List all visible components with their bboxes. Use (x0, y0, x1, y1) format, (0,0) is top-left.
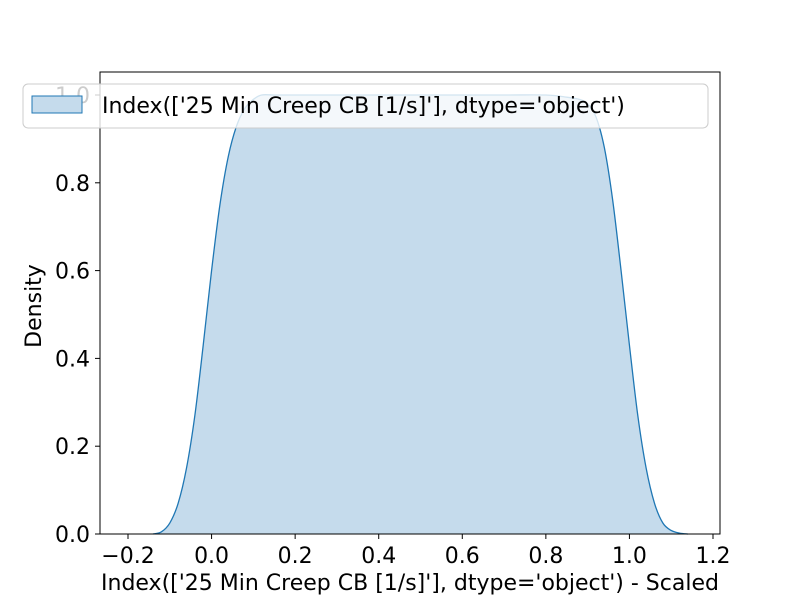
y-axis-label: Density (22, 264, 47, 348)
x-tick-label: 0.8 (528, 544, 563, 569)
legend-label: Index(['25 Min Creep CB [1/s]'], dtype='… (102, 94, 625, 119)
x-tick-label: 0.0 (194, 544, 229, 569)
legend-swatch (31, 95, 83, 114)
y-tick-label: 0.2 (55, 435, 90, 460)
y-tick-label: 0.4 (55, 347, 90, 372)
x-tick-label: 1.2 (696, 544, 731, 569)
axes-frame (99, 71, 721, 535)
plot-area (99, 71, 721, 535)
legend-box (22, 83, 709, 129)
x-tick-label: 1.0 (612, 544, 647, 569)
density-area-fill (153, 94, 688, 535)
x-axis: −0.2 0.0 0.2 0.4 0.6 0.8 1.0 1.2 (101, 534, 731, 569)
y-tick-label: 0.6 (55, 260, 90, 285)
x-tick-label: 0.6 (445, 544, 480, 569)
y-tick-label: 0.8 (55, 172, 90, 197)
x-tick-label: 0.2 (278, 544, 313, 569)
y-axis: 0.00.20.40.60.81.0 (55, 84, 100, 548)
y-tick-label: 0.0 (55, 523, 90, 548)
x-tick-label: 0.4 (361, 544, 396, 569)
x-axis-label: Index(['25 Min Creep CB [1/s]'], dtype='… (101, 571, 719, 596)
legend: Index(['25 Min Creep CB [1/s]'], dtype='… (22, 83, 709, 129)
x-tick-label: −0.2 (101, 544, 154, 569)
